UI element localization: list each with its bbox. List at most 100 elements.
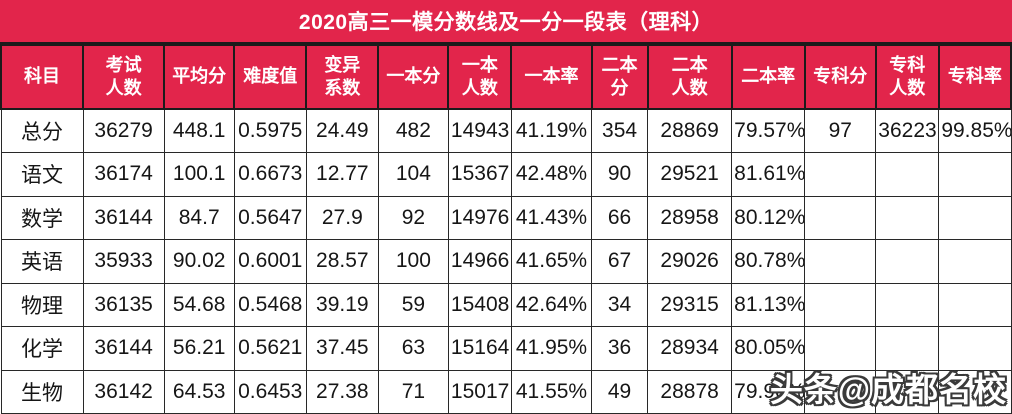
value-cell: 36144 <box>82 326 165 371</box>
score-table: 科目 考试 人数 平均分 难度值 变异 系数 一本分 一本 人数 一本率 二本分 二本 人数 二本率… <box>0 44 1012 414</box>
table-row: 数学 36144 84.7 0.5647 27.9 92 14976 41.43% 66 2895… <box>0 195 1012 240</box>
value-cell: 28869 <box>647 108 733 153</box>
value-cell: 80.12% <box>731 195 806 240</box>
value-cell: 29521 <box>647 152 733 197</box>
table-row: 总分 36279 448.1 0.5975 24.49 482 14943 41.19% 354… <box>0 108 1012 153</box>
value-cell: 104 <box>377 152 449 197</box>
column-header: 二本率 <box>730 44 806 110</box>
value-cell <box>875 369 940 414</box>
value-cell <box>875 326 940 371</box>
value-cell: 14966 <box>447 239 512 284</box>
value-cell: 99.85% <box>938 108 1012 153</box>
value-cell <box>804 152 877 197</box>
value-cell <box>804 239 877 284</box>
value-cell: 0.6453 <box>233 369 307 414</box>
subject-cell: 语文 <box>0 152 84 197</box>
value-cell: 482 <box>377 108 449 153</box>
table-body: 总分 36279 448.1 0.5975 24.49 482 14943 41.19% 354… <box>0 108 1012 414</box>
value-cell: 0.5647 <box>233 195 307 240</box>
value-cell: 81.13% <box>731 282 806 327</box>
value-cell: 27.9 <box>305 195 379 240</box>
value-cell: 59 <box>377 282 449 327</box>
value-cell: 90.02 <box>163 239 235 284</box>
value-cell: 15408 <box>447 282 512 327</box>
value-cell <box>804 326 877 371</box>
subject-cell: 总分 <box>0 108 84 153</box>
table-row: 化学 36144 56.21 0.5621 37.45 63 15164 41.95% 36 28… <box>0 326 1012 371</box>
value-cell: 49 <box>591 369 649 414</box>
table-row: 物理 36135 54.68 0.5468 39.19 59 15408 42.64% 34 29… <box>0 282 1012 327</box>
value-cell: 67 <box>591 239 649 284</box>
value-cell <box>804 195 877 240</box>
value-cell: 79.90% <box>731 369 806 414</box>
value-cell <box>938 369 1012 414</box>
value-cell: 12.77 <box>305 152 379 197</box>
value-cell: 37.45 <box>305 326 379 371</box>
value-cell: 39.19 <box>305 282 379 327</box>
column-header: 一本 人数 <box>447 44 513 110</box>
value-cell: 42.48% <box>510 152 593 197</box>
value-cell: 28958 <box>647 195 733 240</box>
subject-cell: 英语 <box>0 239 84 284</box>
table-header: 科目 考试 人数 平均分 难度值 变异 系数 一本分 一本 人数 一本率 二本分 二本 人数 二本率… <box>0 44 1012 110</box>
value-cell: 36144 <box>82 195 165 240</box>
value-cell: 92 <box>377 195 449 240</box>
column-header: 难度值 <box>233 44 308 110</box>
value-cell: 41.65% <box>510 239 593 284</box>
value-cell: 100 <box>377 239 449 284</box>
value-cell: 42.64% <box>510 282 593 327</box>
column-header: 考试 人数 <box>82 44 166 110</box>
value-cell <box>875 282 940 327</box>
value-cell: 28.57 <box>305 239 379 284</box>
subject-cell: 生物 <box>0 369 84 414</box>
value-cell: 0.5621 <box>233 326 307 371</box>
value-cell: 36135 <box>82 282 165 327</box>
column-header: 平均分 <box>163 44 236 110</box>
value-cell: 41.55% <box>510 369 593 414</box>
value-cell <box>875 239 940 284</box>
value-cell: 63 <box>377 326 449 371</box>
value-cell: 28878 <box>647 369 733 414</box>
value-cell: 54.68 <box>163 282 235 327</box>
column-header: 二本 人数 <box>646 44 733 110</box>
header-row: 科目 考试 人数 平均分 难度值 变异 系数 一本分 一本 人数 一本率 二本分 二本 人数 二本率… <box>0 44 1012 110</box>
column-header: 专科率 <box>937 44 1012 110</box>
column-header: 一本率 <box>510 44 593 110</box>
value-cell: 71 <box>377 369 449 414</box>
value-cell <box>804 282 877 327</box>
value-cell: 0.5468 <box>233 282 307 327</box>
value-cell: 97 <box>804 108 877 153</box>
value-cell <box>938 195 1012 240</box>
column-header: 专科分 <box>803 44 877 110</box>
table-row: 语文 36174 100.1 0.6673 12.77 104 15367 42.48% 90 2… <box>0 152 1012 197</box>
value-cell: 84.7 <box>163 195 235 240</box>
table-row: 英语 35933 90.02 0.6001 28.57 100 14966 41.65% 67 2… <box>0 239 1012 284</box>
value-cell: 56.21 <box>163 326 235 371</box>
value-cell: 0.6673 <box>233 152 307 197</box>
value-cell: 15017 <box>447 369 512 414</box>
value-cell: 36142 <box>82 369 165 414</box>
value-cell: 0.5975 <box>233 108 307 153</box>
value-cell: 14943 <box>447 108 512 153</box>
value-cell: 41.19% <box>510 108 593 153</box>
value-cell <box>804 369 877 414</box>
value-cell <box>938 152 1012 197</box>
value-cell <box>875 195 940 240</box>
table-title: 2020高三一模分数线及一分一段表（理科） <box>0 0 1012 44</box>
value-cell: 79.57% <box>731 108 806 153</box>
value-cell: 24.49 <box>305 108 379 153</box>
value-cell: 354 <box>591 108 649 153</box>
value-cell: 15164 <box>447 326 512 371</box>
value-cell: 29026 <box>647 239 733 284</box>
value-cell: 14976 <box>447 195 512 240</box>
value-cell <box>938 239 1012 284</box>
column-header: 二本分 <box>590 44 649 110</box>
value-cell <box>938 326 1012 371</box>
value-cell: 0.6001 <box>233 239 307 284</box>
value-cell: 36 <box>591 326 649 371</box>
value-cell: 36223 <box>875 108 940 153</box>
table-row: 生物 36142 64.53 0.6453 27.38 71 15017 41.55% 49 28… <box>0 369 1012 414</box>
value-cell: 64.53 <box>163 369 235 414</box>
value-cell: 448.1 <box>163 108 235 153</box>
